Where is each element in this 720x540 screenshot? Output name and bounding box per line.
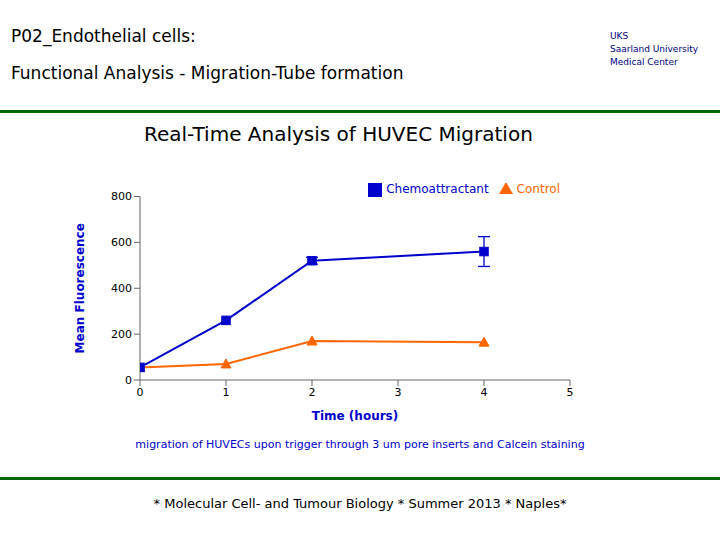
html-text:Medical Center: Medical Center	[610, 57, 678, 67]
svg-text:0: 0	[137, 386, 144, 399]
html-text:UKS: UKS	[610, 31, 629, 41]
html-text:Saarland University: Saarland University	[610, 44, 699, 54]
html-text:Functional Analysis - Migratio: Functional Analysis - Migration-Tube for…	[11, 63, 404, 83]
svg-text:Time (hours): Time (hours)	[312, 409, 398, 423]
svg-text:800: 800	[111, 190, 132, 203]
html-text:Chemoattractant: Chemoattractant	[386, 182, 489, 196]
svg-text:5: 5	[567, 386, 574, 399]
html-text:* Molecular Cell- and Tumour B: * Molecular Cell- and Tumour Biology * S…	[153, 496, 567, 511]
html-text:Control: Control	[516, 182, 560, 196]
svg-text:4: 4	[481, 386, 488, 399]
svg-text:1: 1	[223, 386, 230, 399]
html-text:Real-Time Analysis of HUVEC Mi: Real-Time Analysis of HUVEC Migration	[144, 122, 533, 146]
html-text:P02_Endothelial cells:: P02_Endothelial cells:	[11, 26, 196, 46]
svg-text:0: 0	[125, 374, 132, 387]
svg-text:Mean Fluorescence: Mean Fluorescence	[73, 223, 87, 353]
html-text:migration of HUVECs upon trigg: migration of HUVECs upon trigger through…	[135, 438, 585, 451]
svg-text:3: 3	[395, 386, 402, 399]
svg-text:2: 2	[309, 386, 316, 399]
svg-text:400: 400	[111, 282, 132, 295]
svg-text:600: 600	[111, 236, 132, 249]
svg-text:200: 200	[111, 328, 132, 341]
